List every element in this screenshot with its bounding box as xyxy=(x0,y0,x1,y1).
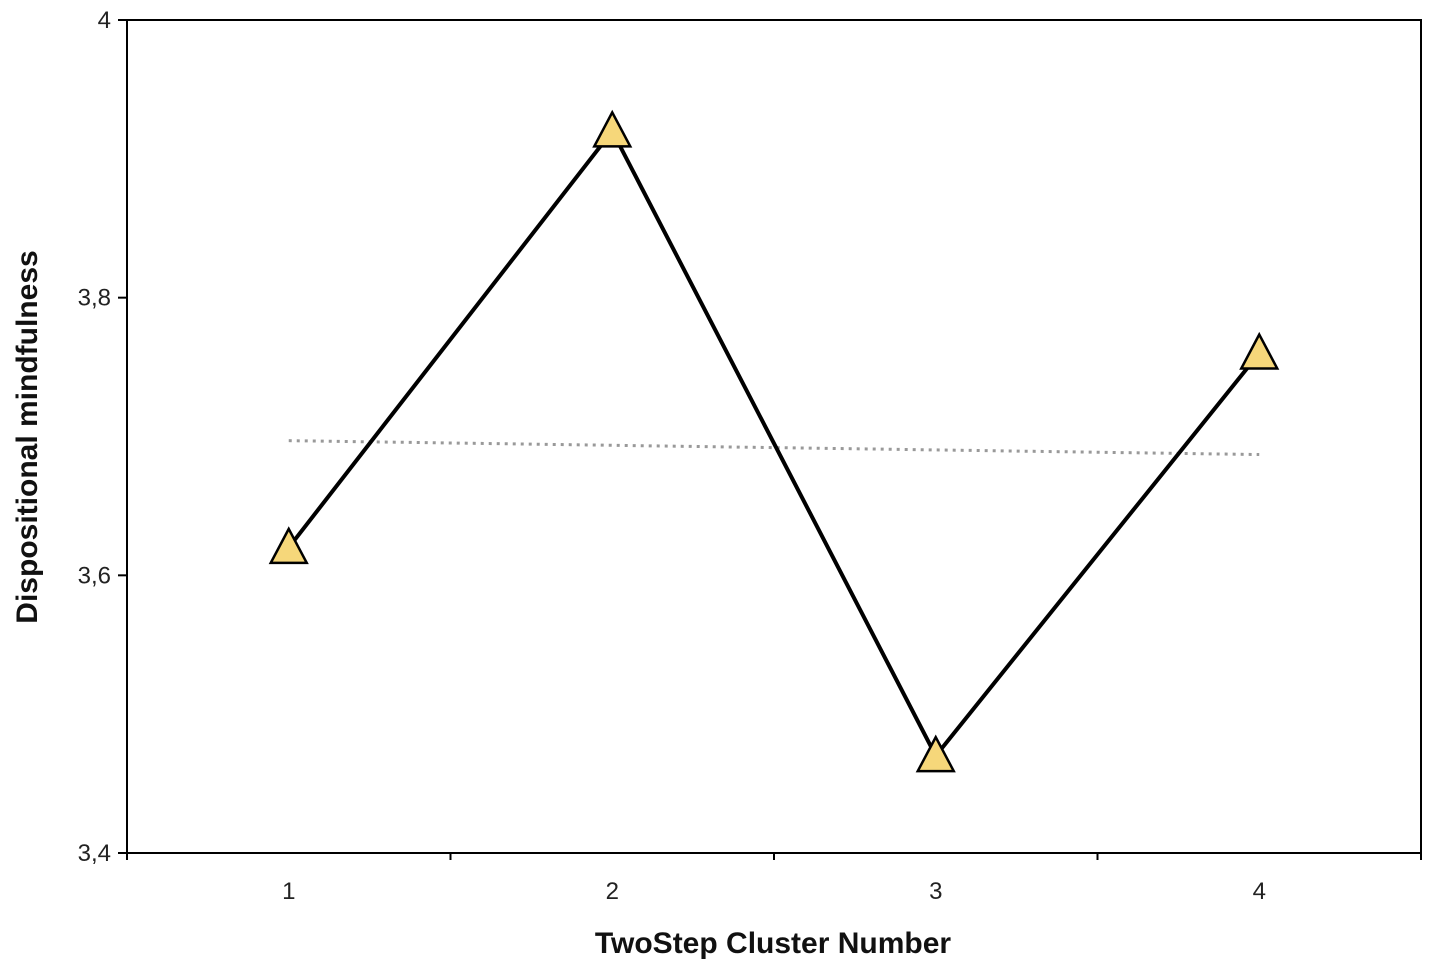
plot-frame xyxy=(126,19,1422,854)
y-axis-title: Dispositional mindfulness xyxy=(11,250,44,623)
data-point-marker xyxy=(1239,331,1280,370)
reference-line xyxy=(288,439,1260,457)
series-line xyxy=(287,127,1261,760)
y-tick-label: 3,4 xyxy=(78,840,111,867)
data-point-marker xyxy=(268,526,309,565)
x-tick-label: 3 xyxy=(929,878,942,905)
x-axis-title: TwoStep Cluster Number xyxy=(595,927,951,960)
data-point-marker xyxy=(592,109,633,148)
data-point-marker xyxy=(915,734,956,773)
x-tick-label: 2 xyxy=(606,878,619,905)
y-tick-label: 3,8 xyxy=(78,285,111,312)
y-tick-label: 4 xyxy=(98,7,111,34)
x-tick-label: 1 xyxy=(282,878,295,905)
y-tick-label: 3,6 xyxy=(78,562,111,589)
x-tick-label: 4 xyxy=(1253,878,1266,905)
